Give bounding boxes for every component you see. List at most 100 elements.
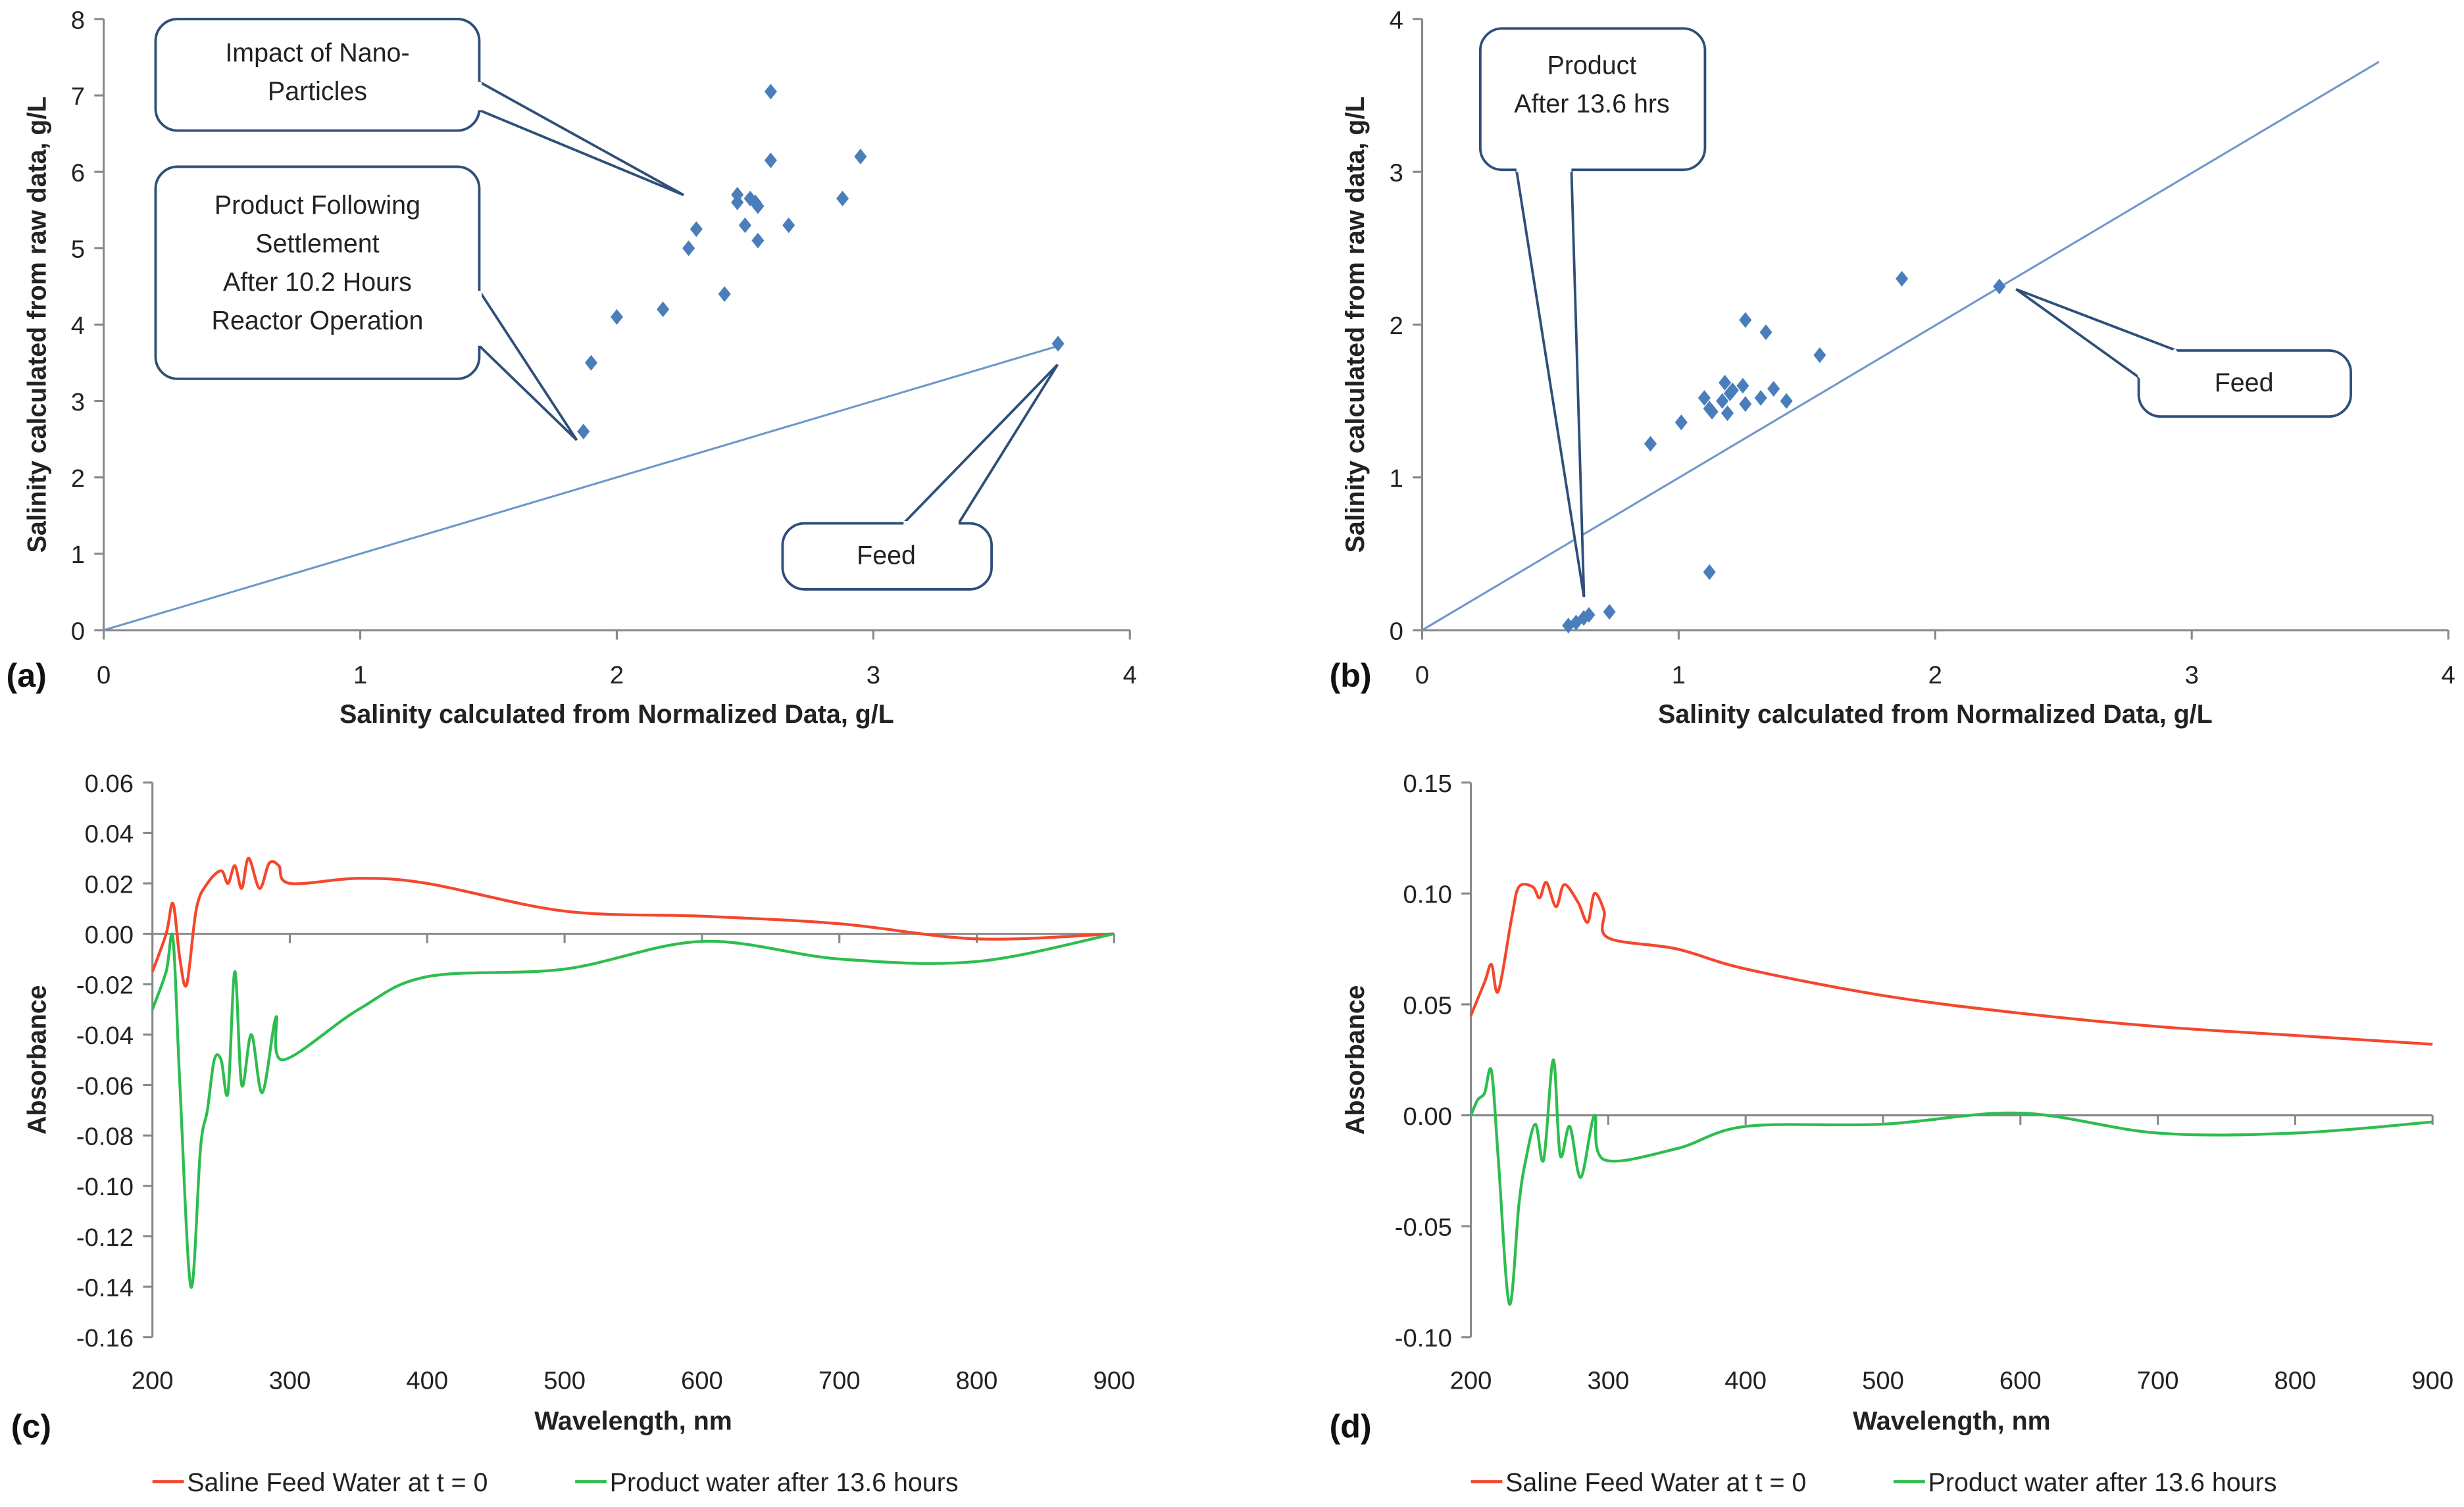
data-point xyxy=(1644,435,1657,452)
reference-line xyxy=(103,345,1059,631)
callout-text: Impact of Nano- xyxy=(225,38,409,67)
data-point xyxy=(1736,378,1749,394)
data-point xyxy=(1716,393,1729,409)
y-tick-label: 7 xyxy=(71,82,85,111)
x-tick-label: 2 xyxy=(610,661,624,689)
data-point xyxy=(1896,270,1909,287)
y-tick-label: 0.06 xyxy=(85,770,134,798)
y-axis-title: Absorbance xyxy=(22,985,51,1135)
data-point xyxy=(782,217,795,234)
y-tick-label: 3 xyxy=(1390,159,1403,187)
y-tick-label: 0.10 xyxy=(1403,881,1452,909)
x-tick-label: 200 xyxy=(132,1367,174,1395)
y-tick-label: -0.10 xyxy=(1395,1324,1452,1352)
callout-box xyxy=(781,522,993,591)
x-tick-label: 0 xyxy=(97,661,111,689)
data-point xyxy=(682,240,695,257)
data-point xyxy=(690,221,703,237)
x-tick-label: 400 xyxy=(406,1367,448,1395)
legend-label: Saline Feed Water at t = 0 xyxy=(187,1468,488,1497)
callout-box xyxy=(154,165,481,380)
data-point xyxy=(1993,278,2006,295)
callout-text: Product Following xyxy=(214,191,420,220)
x-tick-label: 700 xyxy=(2137,1367,2179,1395)
y-tick-label: 2 xyxy=(71,464,85,493)
data-point xyxy=(1754,390,1767,406)
callout-pointer xyxy=(2015,287,2177,379)
x-tick-label: 3 xyxy=(2185,661,2199,689)
series-line-product xyxy=(151,932,1115,1289)
x-tick-label: 1 xyxy=(1672,661,1686,689)
data-point xyxy=(764,152,777,168)
x-tick-label: 600 xyxy=(1999,1367,2042,1395)
data-point xyxy=(1674,414,1688,431)
data-point xyxy=(854,149,867,164)
data-point xyxy=(1703,564,1716,580)
x-tick-label: 300 xyxy=(269,1367,311,1395)
panel-b: 0 1 2 3 4 0 1 2 3 4 Salinity calculated from Norma… xyxy=(1330,6,2455,729)
x-tick-label: 600 xyxy=(681,1367,723,1395)
y-tick-label: -0.10 xyxy=(76,1173,134,1201)
series-line-product xyxy=(1469,1058,2433,1306)
x-tick-label: 4 xyxy=(2441,661,2455,689)
y-tick-label: 0 xyxy=(71,617,85,645)
panel-label: (d) xyxy=(1330,1408,1372,1445)
y-tick-label: 4 xyxy=(1390,6,1403,34)
data-point xyxy=(764,84,777,100)
data-point xyxy=(610,309,623,325)
panel-a: 0 1 2 3 4 0 1 2 3 4 5 6 7 8 Salinity calculated from N… xyxy=(7,6,1137,729)
y-tick-label: -0.02 xyxy=(76,972,134,1000)
callout-b-0: Product After 13.6 hrs xyxy=(1478,27,1707,598)
x-tick-label: 4 xyxy=(1123,661,1137,689)
y-tick-label: 1 xyxy=(1390,464,1403,493)
callout-text: Product xyxy=(1547,51,1637,80)
y-tick-label: -0.06 xyxy=(76,1072,134,1100)
legend-label: Product water after 13.6 hours xyxy=(610,1468,959,1497)
panel-d: 200 300 400 500 600 700 800 900 0.15 0.10 0.05 0.00… xyxy=(1330,770,2454,1497)
x-tick-label: 700 xyxy=(818,1367,861,1395)
callout-text: Feed xyxy=(857,541,916,570)
y-axis-title: Salinity calculated from raw data, g/L xyxy=(1341,97,1370,553)
panel-label: (a) xyxy=(7,657,47,694)
callout-text: After 13.6 hrs xyxy=(1514,89,1669,118)
y-tick-label: 2 xyxy=(1390,312,1403,340)
x-axis-title: Wavelength, nm xyxy=(1853,1407,2051,1436)
y-tick-label: 0.02 xyxy=(85,870,134,899)
callout-text: Feed xyxy=(2215,368,2274,397)
x-tick-label: 900 xyxy=(1093,1367,1135,1395)
y-tick-label: 8 xyxy=(71,6,85,34)
y-tick-label: 0.05 xyxy=(1403,991,1452,1020)
data-point xyxy=(1767,381,1780,397)
x-tick-label: 1 xyxy=(353,661,367,689)
x-tick-label: 3 xyxy=(867,661,880,689)
data-point xyxy=(751,232,765,249)
x-axis-title: Salinity calculated from Normalized Data… xyxy=(1658,700,2213,729)
x-tick-label: 200 xyxy=(1450,1367,1492,1395)
callout-a-1: Product Following Settlement After 10.2 Ho… xyxy=(154,165,578,441)
data-point xyxy=(1739,396,1752,412)
y-tick-label: -0.05 xyxy=(1395,1213,1452,1241)
callout-box xyxy=(1478,27,1707,172)
data-point xyxy=(836,190,849,207)
y-tick-label: 0.15 xyxy=(1403,770,1452,798)
y-tick-label: 0.00 xyxy=(85,921,134,949)
callout-text: Reactor Operation xyxy=(212,307,424,335)
y-tick-label: -0.04 xyxy=(76,1022,134,1050)
data-point xyxy=(718,286,731,302)
x-tick-label: 2 xyxy=(1928,661,1942,689)
panel-label: (c) xyxy=(11,1408,51,1445)
x-tick-label: 800 xyxy=(956,1367,998,1395)
y-tick-label: -0.12 xyxy=(76,1223,134,1252)
legend-label: Saline Feed Water at t = 0 xyxy=(1505,1468,1806,1497)
y-axis-title: Salinity calculated from raw data, g/L xyxy=(22,97,51,553)
x-tick-label: 400 xyxy=(1724,1367,1767,1395)
y-tick-label: -0.16 xyxy=(76,1324,134,1352)
callout-box xyxy=(154,18,481,132)
data-point xyxy=(1813,347,1826,363)
x-tick-label: 500 xyxy=(543,1367,586,1395)
y-tick-label: 5 xyxy=(71,235,85,264)
callout-pointer xyxy=(478,290,578,441)
y-tick-label: 0 xyxy=(1390,617,1403,645)
data-point xyxy=(1739,312,1752,328)
